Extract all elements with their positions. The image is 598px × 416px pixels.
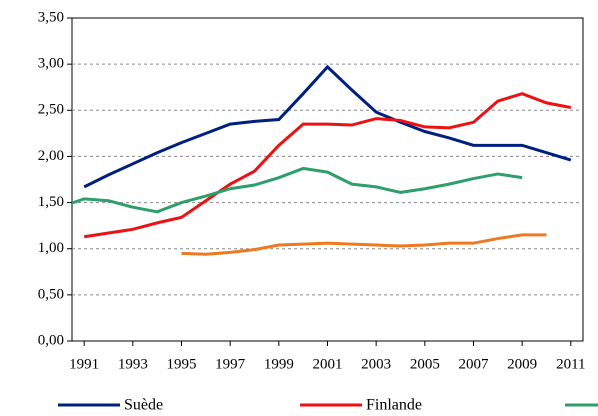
x-tick-label: 1991 <box>69 356 99 372</box>
x-tick-label: 2005 <box>410 356 440 372</box>
series-line <box>181 233 547 256</box>
y-tick-label: 3,50 <box>38 9 64 25</box>
y-tick-label: 3,00 <box>38 56 64 72</box>
x-tick-label: 1999 <box>264 356 294 372</box>
y-tick-label: 2,50 <box>38 102 64 118</box>
series-line <box>83 92 572 239</box>
x-tick-label: 2007 <box>459 356 490 372</box>
y-tick-label: 1,50 <box>38 194 64 210</box>
y-tick-label: 0,00 <box>38 332 64 348</box>
x-tick-label: 1995 <box>167 356 197 372</box>
x-tick-label: 2009 <box>507 356 537 372</box>
x-tick-label: 2011 <box>556 356 585 372</box>
x-tick-label: 2001 <box>313 356 343 372</box>
y-tick-label: 1,00 <box>38 240 64 256</box>
x-tick-label: 1997 <box>215 356 246 372</box>
plot-lines <box>72 64 572 256</box>
x-tick-label: 1993 <box>118 356 148 372</box>
y-tick-label: 2,00 <box>38 148 64 164</box>
y-tick-label: 0,50 <box>38 286 64 302</box>
x-tick-label: 2003 <box>361 356 391 372</box>
legend-label: Suède <box>124 397 163 414</box>
legend-label: Finlande <box>366 397 422 414</box>
series-line <box>83 64 572 189</box>
series-line <box>72 166 523 214</box>
